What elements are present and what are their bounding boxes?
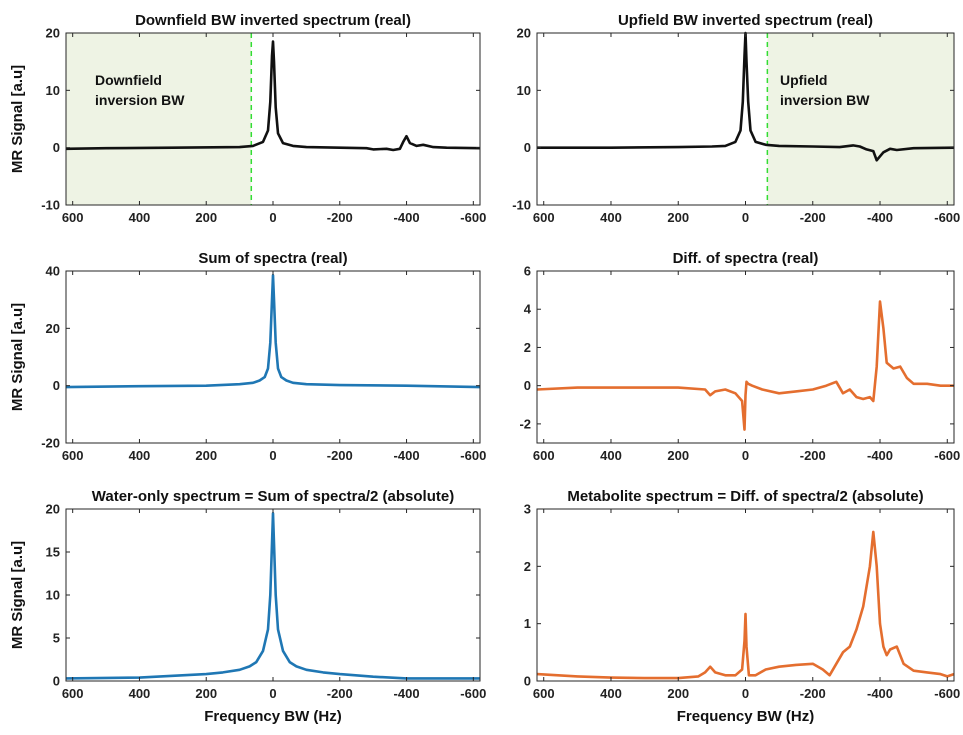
x-tick-label: 0	[269, 448, 276, 463]
y-tick-label: 20	[46, 26, 60, 41]
spectrum-line	[65, 511, 480, 680]
x-tick-label: -200	[327, 210, 353, 225]
x-tick-label: 600	[533, 210, 555, 225]
y-tick-label: -2	[519, 416, 531, 431]
y-tick-label: 0	[53, 674, 60, 689]
x-tick-label: -600	[934, 210, 960, 225]
y-tick-label: 20	[517, 26, 531, 41]
x-tick-label: -600	[460, 210, 486, 225]
x-tick-label: -600	[460, 448, 486, 463]
x-tick-label: -400	[394, 686, 420, 701]
y-axis-label: MR Signal [a.u]	[9, 541, 26, 649]
x-tick-label: 0	[742, 686, 749, 701]
inversion-annotation: Upfield	[780, 72, 827, 88]
x-axis-label: Frequency BW (Hz)	[204, 708, 342, 725]
plot-area	[536, 508, 955, 682]
y-tick-label: 40	[46, 264, 60, 279]
subplot-title: Diff. of spectra (real)	[673, 250, 819, 267]
x-tick-label: 0	[742, 448, 749, 463]
y-tick-label: 3	[524, 502, 531, 517]
x-tick-label: 0	[269, 210, 276, 225]
y-tick-label: 10	[517, 83, 531, 98]
spectrum-line	[65, 274, 481, 389]
y-tick-label: 5	[53, 631, 60, 646]
x-tick-label: -200	[800, 210, 826, 225]
y-tick-label: 0	[53, 140, 60, 155]
subplot-5: 600 400 200 0 -200 -400 -600 0 5 10 15 20 Water-only…	[9, 488, 486, 725]
x-tick-label: -200	[800, 448, 826, 463]
x-tick-label: 400	[600, 686, 622, 701]
x-tick-label: 200	[667, 448, 689, 463]
spectrum-line	[536, 300, 954, 431]
x-axis-label: Frequency BW (Hz)	[677, 708, 815, 725]
y-tick-label: 1	[524, 616, 531, 631]
y-tick-label: 0	[524, 674, 531, 689]
y-tick-label: 0	[53, 378, 60, 393]
spectrum-line	[536, 530, 955, 680]
spectrum-line	[65, 40, 481, 152]
x-tick-label: -600	[460, 686, 486, 701]
x-tick-label: -400	[867, 210, 893, 225]
x-tick-label: -200	[327, 448, 353, 463]
x-tick-label: -200	[327, 686, 353, 701]
inversion-annotation: inversion BW	[95, 92, 185, 108]
x-tick-label: -200	[800, 686, 826, 701]
x-tick-label: 600	[62, 448, 84, 463]
y-tick-label: 6	[524, 264, 531, 279]
subplot-title: Sum of spectra (real)	[198, 250, 347, 267]
y-tick-label: 10	[46, 588, 60, 603]
x-tick-label: -400	[394, 210, 420, 225]
subplot-2: 600 400 200 0 -200 -400 -600 -10 0 10 20 Upfield BW…	[512, 12, 960, 225]
y-tick-label: 2	[524, 559, 531, 574]
subplot-title: Downfield BW inverted spectrum (real)	[135, 12, 411, 29]
y-tick-label: 10	[46, 83, 60, 98]
inversion-band	[767, 33, 954, 205]
x-tick-label: 400	[129, 448, 151, 463]
subplot-1: 600 400 200 0 -200 -400 -600 -10 0 10 20 Downfield …	[9, 12, 486, 225]
subplot-6: 600 400 200 0 -200 -400 -600 0 1 2 3 Metabolite spe…	[524, 488, 961, 725]
x-tick-label: 400	[129, 686, 151, 701]
x-tick-label: -400	[394, 448, 420, 463]
x-tick-label: 0	[742, 210, 749, 225]
y-tick-label: 0	[524, 140, 531, 155]
x-tick-label: -600	[934, 686, 960, 701]
x-tick-label: 600	[62, 686, 84, 701]
x-tick-label: 600	[533, 448, 555, 463]
x-tick-label: -600	[934, 448, 960, 463]
x-tick-label: 600	[62, 210, 84, 225]
y-tick-label: 4	[524, 302, 532, 317]
x-tick-label: -400	[867, 686, 893, 701]
x-tick-label: 200	[667, 210, 689, 225]
inversion-band	[66, 33, 252, 205]
x-tick-label: 400	[129, 210, 151, 225]
y-tick-label: 0	[524, 378, 531, 393]
inversion-annotation: Downfield	[95, 72, 162, 88]
x-tick-label: 0	[269, 686, 276, 701]
x-tick-label: 200	[195, 448, 217, 463]
x-tick-label: 400	[600, 210, 622, 225]
y-tick-label: 20	[46, 321, 60, 336]
x-tick-label: 200	[667, 686, 689, 701]
subplot-title: Upfield BW inverted spectrum (real)	[618, 12, 873, 29]
y-tick-label: 20	[46, 502, 60, 517]
x-tick-label: 200	[195, 686, 217, 701]
y-tick-label: -20	[41, 436, 60, 451]
y-tick-label: -10	[41, 198, 60, 213]
y-tick-label: 15	[46, 545, 60, 560]
y-tick-label: 2	[524, 340, 531, 355]
subplot-4: 600 400 200 0 -200 -400 -600 -2 0 2 4 6 Diff. of spe…	[519, 250, 960, 463]
y-tick-label: -10	[512, 198, 531, 213]
y-axis-label: MR Signal [a.u]	[9, 65, 26, 173]
spectrum-line	[537, 31, 955, 162]
x-tick-label: -400	[867, 448, 893, 463]
y-axis-label: MR Signal [a.u]	[9, 303, 26, 411]
x-tick-label: 400	[600, 448, 622, 463]
x-tick-label: 600	[533, 686, 555, 701]
subplot-title: Water-only spectrum = Sum of spectra/2 (…	[92, 488, 454, 505]
x-tick-label: 200	[195, 210, 217, 225]
inversion-annotation: inversion BW	[780, 92, 870, 108]
subplot-title: Metabolite spectrum = Diff. of spectra/2…	[567, 488, 923, 505]
